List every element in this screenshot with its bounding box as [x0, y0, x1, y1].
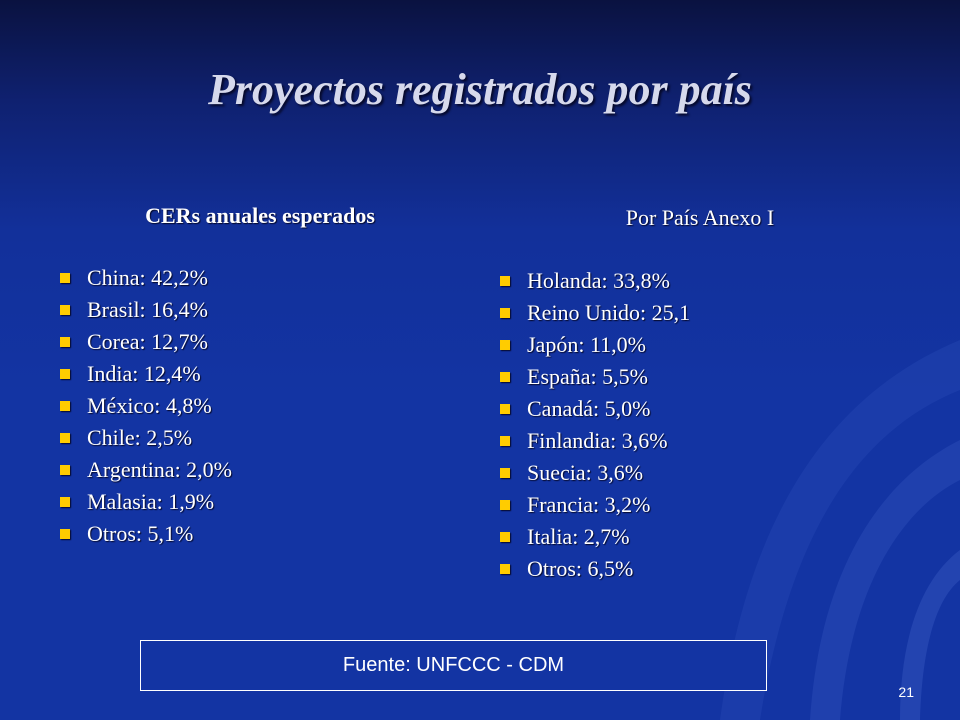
- list-item-text: Canadá: 5,0%: [527, 396, 651, 421]
- list-item: Suecia: 3,6%: [500, 457, 690, 489]
- square-bullet-icon: [60, 272, 70, 283]
- square-bullet-icon: [60, 400, 70, 411]
- list-item-text: Brasil: 16,4%: [87, 297, 208, 322]
- list-item: Japón: 11,0%: [500, 329, 690, 361]
- annex-i-country-list: Holanda: 33,8% Reino Unido: 25,1 Japón: …: [500, 265, 690, 585]
- square-bullet-icon: [60, 528, 70, 539]
- list-item-text: Finlandia: 3,6%: [527, 428, 668, 453]
- list-item-text: Malasia: 1,9%: [87, 489, 215, 514]
- list-item: México: 4,8%: [60, 390, 232, 422]
- list-item: Reino Unido: 25,1: [500, 297, 690, 329]
- list-item-text: Chile: 2,5%: [87, 425, 193, 450]
- list-item: Canadá: 5,0%: [500, 393, 690, 425]
- list-item-text: Suecia: 3,6%: [527, 460, 644, 485]
- square-bullet-icon: [500, 499, 510, 510]
- list-item-text: Francia: 3,2%: [527, 492, 651, 517]
- list-item: India: 12,4%: [60, 358, 232, 390]
- list-item-text: Reino Unido: 25,1: [527, 300, 691, 325]
- list-item: Chile: 2,5%: [60, 422, 232, 454]
- list-item-text: Otros: 6,5%: [527, 556, 634, 581]
- list-item: Brasil: 16,4%: [60, 294, 232, 326]
- square-bullet-icon: [500, 435, 510, 446]
- square-bullet-icon: [60, 368, 70, 379]
- list-item-text: Corea: 12,7%: [87, 329, 208, 354]
- list-item: Otros: 6,5%: [500, 553, 690, 585]
- square-bullet-icon: [500, 275, 510, 286]
- list-item-text: Japón: 11,0%: [527, 332, 646, 357]
- list-item: Malasia: 1,9%: [60, 486, 232, 518]
- source-text: Fuente: UNFCCC - CDM: [342, 654, 565, 676]
- square-bullet-icon: [500, 371, 510, 382]
- list-item-text: España: 5,5%: [527, 364, 648, 389]
- list-item: Otros: 5,1%: [60, 518, 232, 550]
- slide-title: Proyectos registrados por país: [208, 65, 752, 114]
- left-column-heading: CERs anuales esperados: [145, 203, 375, 228]
- cers-country-list: China: 42,2% Brasil: 16,4% Corea: 12,7% …: [60, 262, 232, 550]
- page-number: 21: [898, 684, 914, 700]
- square-bullet-icon: [60, 304, 70, 315]
- list-item: España: 5,5%: [500, 361, 690, 393]
- square-bullet-icon: [500, 467, 510, 478]
- square-bullet-icon: [500, 531, 510, 542]
- list-item: Francia: 3,2%: [500, 489, 690, 521]
- list-item: Corea: 12,7%: [60, 326, 232, 358]
- list-item: Holanda: 33,8%: [500, 265, 690, 297]
- square-bullet-icon: [500, 307, 510, 318]
- list-item-text: Otros: 5,1%: [87, 521, 194, 546]
- list-item-text: Italia: 2,7%: [527, 524, 630, 549]
- list-item: Finlandia: 3,6%: [500, 425, 690, 457]
- list-item-text: Argentina: 2,0%: [87, 457, 233, 482]
- source-box: Fuente: UNFCCC - CDM: [140, 640, 767, 691]
- square-bullet-icon: [500, 339, 510, 350]
- list-item-text: China: 42,2%: [87, 265, 208, 290]
- square-bullet-icon: [500, 563, 510, 574]
- list-item-text: México: 4,8%: [87, 393, 212, 418]
- list-item: China: 42,2%: [60, 262, 232, 294]
- square-bullet-icon: [60, 464, 70, 475]
- square-bullet-icon: [500, 403, 510, 414]
- square-bullet-icon: [60, 432, 70, 443]
- square-bullet-icon: [60, 336, 70, 347]
- square-bullet-icon: [60, 496, 70, 507]
- list-item: Italia: 2,7%: [500, 521, 690, 553]
- list-item-text: India: 12,4%: [87, 361, 201, 386]
- right-column-heading: Por País Anexo I: [625, 205, 775, 230]
- list-item-text: Holanda: 33,8%: [527, 268, 670, 293]
- list-item: Argentina: 2,0%: [60, 454, 232, 486]
